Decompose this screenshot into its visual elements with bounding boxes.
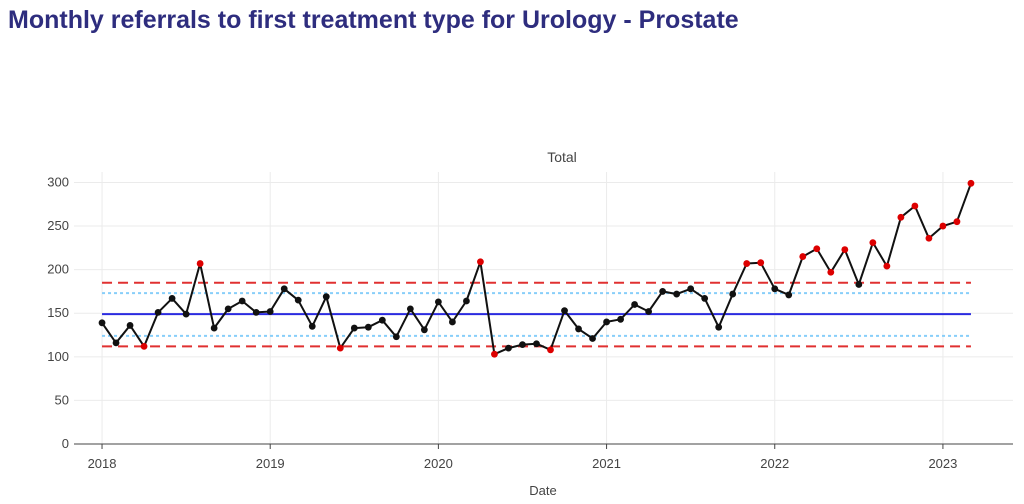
special-cause-point [491,350,498,358]
axes: 0 50 100 150 200 250 300 2018 2019 2020 2021 2022 20… [47,174,1013,471]
y-tick-label: 0 [62,436,69,451]
x-tick-label: 2022 [760,456,789,471]
special-cause-point [813,245,821,253]
special-cause-point [827,268,835,276]
data-point [673,290,681,298]
data-point [463,297,470,305]
special-cause-point [925,234,933,242]
x-axis-title: Date [529,483,556,498]
data-point [505,344,512,352]
data-point [224,305,232,313]
data-point [659,288,667,295]
special-cause-point [911,202,919,210]
x-tick-label: 2023 [928,456,957,471]
data-point [434,298,442,306]
data-point [168,295,176,302]
data-points [98,179,975,358]
y-tick-label: 150 [47,305,69,320]
special-cause-point [757,259,765,267]
x-tick-label: 2021 [592,456,621,471]
series-line [101,182,972,356]
y-tick-label: 250 [47,218,69,233]
special-cause-point [869,239,877,247]
data-point [631,301,638,308]
data-point [785,291,793,299]
special-cause-point [743,260,751,267]
data-point [617,315,624,323]
data-point [771,285,779,293]
data-point [855,281,863,288]
data-point [238,297,246,305]
data-point [561,307,568,315]
data-point [126,322,134,329]
special-cause-point [196,260,204,267]
y-tick-label: 50 [55,392,69,407]
special-cause-point [547,346,554,354]
data-point [280,285,288,293]
data-point [378,316,386,324]
data-point [294,296,302,304]
data-point [519,341,526,349]
data-point [112,339,120,347]
x-tick-label: 2018 [88,456,117,471]
data-point [715,323,723,331]
special-cause-point [883,262,891,270]
data-point [252,308,260,316]
x-tick-label: 2020 [424,456,453,471]
data-point [603,318,610,326]
reference-lines [102,281,971,348]
data-point [575,325,582,333]
special-cause-point [841,246,849,253]
data-point [98,319,106,327]
data-point [701,295,709,302]
special-cause-point [477,258,484,266]
data-point [182,310,190,318]
data-point [210,324,218,332]
data-point [420,326,428,334]
data-point [687,285,695,293]
data-point [266,308,274,315]
data-point [449,318,456,326]
special-cause-point [939,222,947,230]
series-line-layer [101,182,972,356]
data-point [322,293,330,301]
data-point [533,340,540,348]
special-cause-point [140,342,148,350]
chart-title: Total [547,149,577,165]
data-point [392,333,400,341]
special-cause-point [953,218,961,226]
data-point [645,308,653,315]
special-cause-point [336,344,344,352]
data-point [308,322,316,330]
grid-lines [74,172,1013,444]
data-point [364,323,372,331]
y-tick-label: 200 [47,262,69,277]
x-tick-label: 2019 [256,456,285,471]
data-point [589,335,596,342]
data-point [154,308,162,316]
y-tick-label: 300 [47,174,69,189]
data-point [350,324,358,332]
data-point [406,305,414,313]
page-title: Monthly referrals to first treatment typ… [8,6,739,34]
special-cause-point [799,253,807,260]
data-point [729,290,737,298]
y-tick-label: 100 [47,349,69,364]
special-cause-point [967,179,975,187]
special-cause-point [897,213,905,221]
